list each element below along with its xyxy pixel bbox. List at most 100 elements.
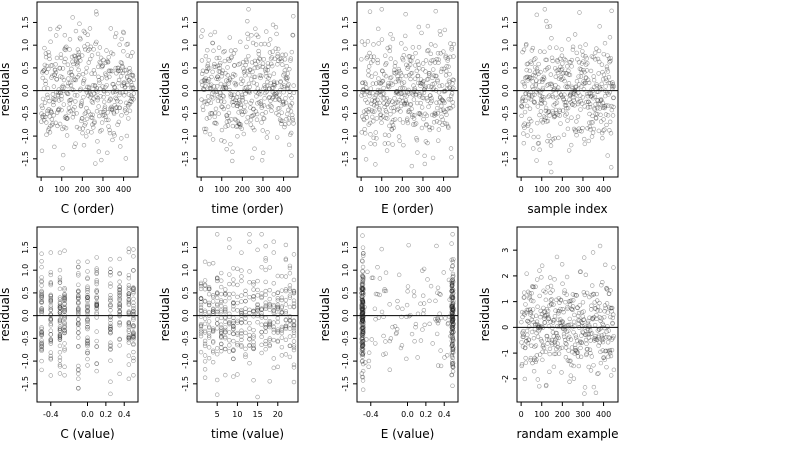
data-point bbox=[534, 319, 540, 324]
data-point bbox=[87, 90, 92, 96]
data-point bbox=[271, 310, 276, 315]
data-point bbox=[243, 352, 248, 357]
data-point bbox=[117, 304, 122, 309]
data-point bbox=[424, 113, 430, 118]
data-point bbox=[523, 75, 528, 81]
data-point bbox=[431, 86, 436, 91]
data-point bbox=[529, 298, 534, 303]
data-point bbox=[360, 277, 365, 282]
data-point bbox=[204, 68, 209, 74]
data-point bbox=[360, 306, 366, 312]
data-point bbox=[450, 315, 455, 321]
data-point bbox=[535, 104, 541, 109]
data-point bbox=[361, 325, 366, 330]
points-group bbox=[198, 232, 297, 400]
data-point bbox=[256, 100, 262, 105]
data-point bbox=[233, 47, 238, 53]
data-point bbox=[593, 390, 599, 395]
data-point bbox=[530, 360, 535, 366]
data-point bbox=[223, 346, 228, 352]
data-point bbox=[202, 343, 208, 349]
data-point bbox=[117, 90, 123, 96]
data-point bbox=[74, 58, 79, 63]
data-point bbox=[422, 87, 427, 92]
data-point bbox=[287, 66, 292, 72]
data-point bbox=[520, 96, 525, 101]
data-point bbox=[125, 82, 130, 88]
data-point bbox=[540, 77, 546, 83]
data-point bbox=[57, 317, 63, 322]
data-point bbox=[291, 318, 297, 323]
data-point bbox=[360, 315, 366, 320]
data-point bbox=[430, 112, 435, 118]
data-point bbox=[283, 257, 289, 263]
data-point bbox=[369, 101, 374, 106]
data-point bbox=[449, 314, 454, 320]
data-point bbox=[405, 66, 410, 71]
y-axis-label: residuals bbox=[318, 288, 332, 342]
data-point bbox=[404, 314, 409, 320]
data-point bbox=[592, 300, 597, 305]
data-point bbox=[383, 270, 389, 275]
data-point bbox=[108, 313, 113, 319]
data-point bbox=[287, 103, 293, 108]
data-point bbox=[361, 290, 366, 296]
data-point bbox=[360, 297, 365, 303]
data-point bbox=[43, 78, 48, 84]
data-point bbox=[404, 118, 410, 123]
data-point bbox=[198, 295, 204, 301]
data-point bbox=[604, 122, 609, 128]
data-point bbox=[554, 45, 559, 50]
data-point bbox=[61, 102, 66, 107]
data-point bbox=[441, 270, 446, 275]
data-point bbox=[587, 120, 592, 125]
data-point bbox=[251, 378, 256, 383]
data-point bbox=[94, 271, 99, 276]
data-point bbox=[580, 329, 585, 334]
data-point bbox=[108, 297, 113, 303]
data-point bbox=[281, 85, 286, 90]
data-point bbox=[259, 329, 264, 335]
data-point bbox=[198, 286, 204, 292]
data-point bbox=[449, 281, 455, 286]
data-point bbox=[389, 105, 394, 111]
data-point bbox=[523, 310, 529, 315]
data-point bbox=[520, 314, 525, 320]
data-point bbox=[285, 86, 291, 91]
data-point bbox=[359, 343, 365, 349]
data-point bbox=[586, 332, 591, 337]
y-tick-label: 1.0 bbox=[501, 39, 510, 52]
data-point bbox=[108, 330, 113, 336]
data-point bbox=[48, 294, 53, 299]
data-point bbox=[210, 69, 215, 75]
data-point bbox=[48, 281, 53, 286]
data-point bbox=[538, 324, 544, 330]
data-point bbox=[66, 76, 71, 81]
data-point bbox=[450, 345, 455, 351]
data-point bbox=[360, 325, 365, 331]
data-point bbox=[450, 322, 455, 328]
data-point bbox=[131, 268, 136, 273]
data-point bbox=[540, 349, 545, 355]
data-point bbox=[225, 73, 230, 78]
data-point bbox=[411, 116, 417, 121]
y-tick-label: -1.5 bbox=[181, 151, 190, 167]
data-point bbox=[361, 253, 366, 259]
data-point bbox=[84, 105, 89, 111]
data-point bbox=[605, 287, 610, 292]
data-point bbox=[538, 337, 544, 342]
data-point bbox=[267, 296, 272, 302]
data-point bbox=[393, 71, 398, 76]
data-point bbox=[563, 345, 569, 350]
data-point bbox=[131, 287, 136, 292]
data-point bbox=[579, 101, 585, 106]
data-point bbox=[131, 325, 136, 330]
data-point bbox=[394, 107, 400, 113]
data-point bbox=[609, 309, 614, 314]
data-point bbox=[109, 107, 115, 112]
data-point bbox=[126, 78, 131, 83]
data-point bbox=[39, 332, 44, 337]
data-point bbox=[563, 57, 568, 63]
data-point bbox=[360, 352, 365, 357]
data-point bbox=[274, 80, 280, 85]
